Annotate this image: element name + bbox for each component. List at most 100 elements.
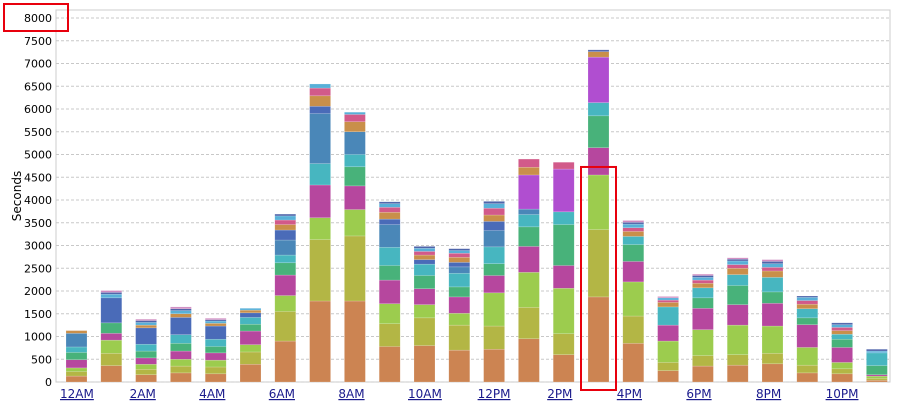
bar-segment[interactable]: [448, 248, 471, 251]
bar-segment[interactable]: [448, 250, 471, 254]
bar-segment[interactable]: [622, 244, 645, 262]
bar-segment[interactable]: [866, 352, 888, 366]
bar-segment[interactable]: [135, 357, 157, 365]
bar-segment[interactable]: [100, 339, 123, 354]
bar-segment[interactable]: [692, 365, 714, 383]
bar-segment[interactable]: [866, 350, 888, 354]
bar-segment[interactable]: [831, 327, 853, 331]
bar-segment[interactable]: [622, 236, 645, 245]
bar-segment[interactable]: [65, 346, 88, 353]
bar-segment[interactable]: [518, 246, 540, 273]
bar-segment[interactable]: [866, 378, 888, 381]
bar-segment[interactable]: [100, 365, 123, 383]
bar-segment[interactable]: [170, 359, 192, 367]
bar-stack-3PM[interactable]: [587, 49, 610, 383]
bar-stack-5PM[interactable]: [657, 296, 679, 383]
x-tick-label[interactable]: 2PM: [547, 387, 572, 401]
bar-segment[interactable]: [796, 364, 819, 374]
bar-segment[interactable]: [239, 364, 262, 383]
bar-segment[interactable]: [518, 166, 540, 176]
bar-segment[interactable]: [622, 227, 645, 232]
bar-segment[interactable]: [344, 209, 366, 237]
bar-segment[interactable]: [344, 166, 366, 187]
bar-segment[interactable]: [622, 223, 645, 229]
bar-segment[interactable]: [657, 340, 679, 363]
bar-segment[interactable]: [239, 317, 262, 325]
bar-segment[interactable]: [761, 363, 784, 383]
bar-segment[interactable]: [170, 310, 192, 315]
bar-segment[interactable]: [761, 259, 784, 262]
bar-segment[interactable]: [552, 354, 575, 383]
bar-segment[interactable]: [796, 372, 819, 383]
bar-segment[interactable]: [831, 373, 853, 383]
bar-segment[interactable]: [100, 292, 123, 295]
bar-segment[interactable]: [309, 95, 331, 107]
x-tick-label[interactable]: 10AM: [408, 387, 442, 401]
bar-segment[interactable]: [344, 121, 366, 132]
bar-segment[interactable]: [552, 265, 575, 289]
bar-segment[interactable]: [170, 365, 192, 374]
bar-segment[interactable]: [448, 266, 471, 274]
bar-segment[interactable]: [761, 267, 784, 272]
bar-segment[interactable]: [518, 208, 540, 215]
bar-segment[interactable]: [135, 318, 157, 321]
bar-segment[interactable]: [448, 296, 471, 314]
bar-segment[interactable]: [692, 297, 714, 309]
bar-segment[interactable]: [378, 201, 401, 204]
bar-segment[interactable]: [657, 296, 679, 299]
bar-segment[interactable]: [378, 323, 401, 347]
bar-segment[interactable]: [344, 111, 366, 115]
bar-segment[interactable]: [239, 351, 262, 365]
bar-segment[interactable]: [657, 306, 679, 326]
bar-segment[interactable]: [100, 290, 123, 293]
bar-segment[interactable]: [761, 263, 784, 268]
bar-segment[interactable]: [204, 320, 227, 324]
bar-segment[interactable]: [274, 254, 297, 264]
bar-segment[interactable]: [378, 212, 401, 220]
bar-segment[interactable]: [831, 338, 853, 348]
bar-segment[interactable]: [761, 303, 784, 327]
bar-segment[interactable]: [726, 257, 749, 260]
bar-segment[interactable]: [204, 346, 227, 354]
bar-segment[interactable]: [761, 353, 784, 365]
bar-segment[interactable]: [796, 295, 819, 298]
bar-segment[interactable]: [483, 348, 505, 383]
bar-segment[interactable]: [274, 274, 297, 296]
bar-segment[interactable]: [309, 163, 331, 186]
bar-stack-6AM[interactable]: [274, 213, 297, 383]
bar-segment[interactable]: [378, 218, 401, 225]
bar-segment[interactable]: [448, 262, 471, 268]
bar-segment[interactable]: [204, 373, 227, 383]
bar-segment[interactable]: [552, 333, 575, 355]
x-tick-label[interactable]: 8PM: [756, 387, 781, 401]
bar-segment[interactable]: [309, 106, 331, 114]
bar-segment[interactable]: [692, 279, 714, 284]
bar-segment[interactable]: [135, 364, 157, 370]
x-tick-label[interactable]: 4AM: [199, 387, 225, 401]
bar-segment[interactable]: [831, 330, 853, 335]
bar-segment[interactable]: [100, 353, 123, 366]
bar-segment[interactable]: [692, 273, 714, 276]
bar-segment[interactable]: [761, 291, 784, 304]
bar-segment[interactable]: [65, 375, 88, 383]
bar-segment[interactable]: [274, 239, 297, 256]
bar-segment[interactable]: [170, 306, 192, 309]
bar-stack-7PM[interactable]: [726, 257, 749, 383]
bar-stack-12PM[interactable]: [483, 201, 505, 383]
bar-segment[interactable]: [239, 344, 262, 353]
bar-stack-9PM[interactable]: [796, 295, 819, 383]
bar-segment[interactable]: [692, 287, 714, 299]
x-tick-label[interactable]: 4PM: [617, 387, 642, 401]
bar-segment[interactable]: [239, 308, 262, 311]
bar-segment[interactable]: [518, 214, 540, 228]
bar-segment[interactable]: [135, 369, 157, 375]
bar-segment[interactable]: [831, 347, 853, 363]
x-tick-label[interactable]: 10PM: [826, 387, 859, 401]
bar-segment[interactable]: [204, 319, 227, 322]
bar-segment[interactable]: [65, 367, 88, 372]
bar-segment[interactable]: [587, 115, 610, 148]
bar-segment[interactable]: [483, 263, 505, 276]
bar-segment[interactable]: [761, 270, 784, 278]
bar-segment[interactable]: [483, 214, 505, 222]
bar-segment[interactable]: [239, 309, 262, 314]
